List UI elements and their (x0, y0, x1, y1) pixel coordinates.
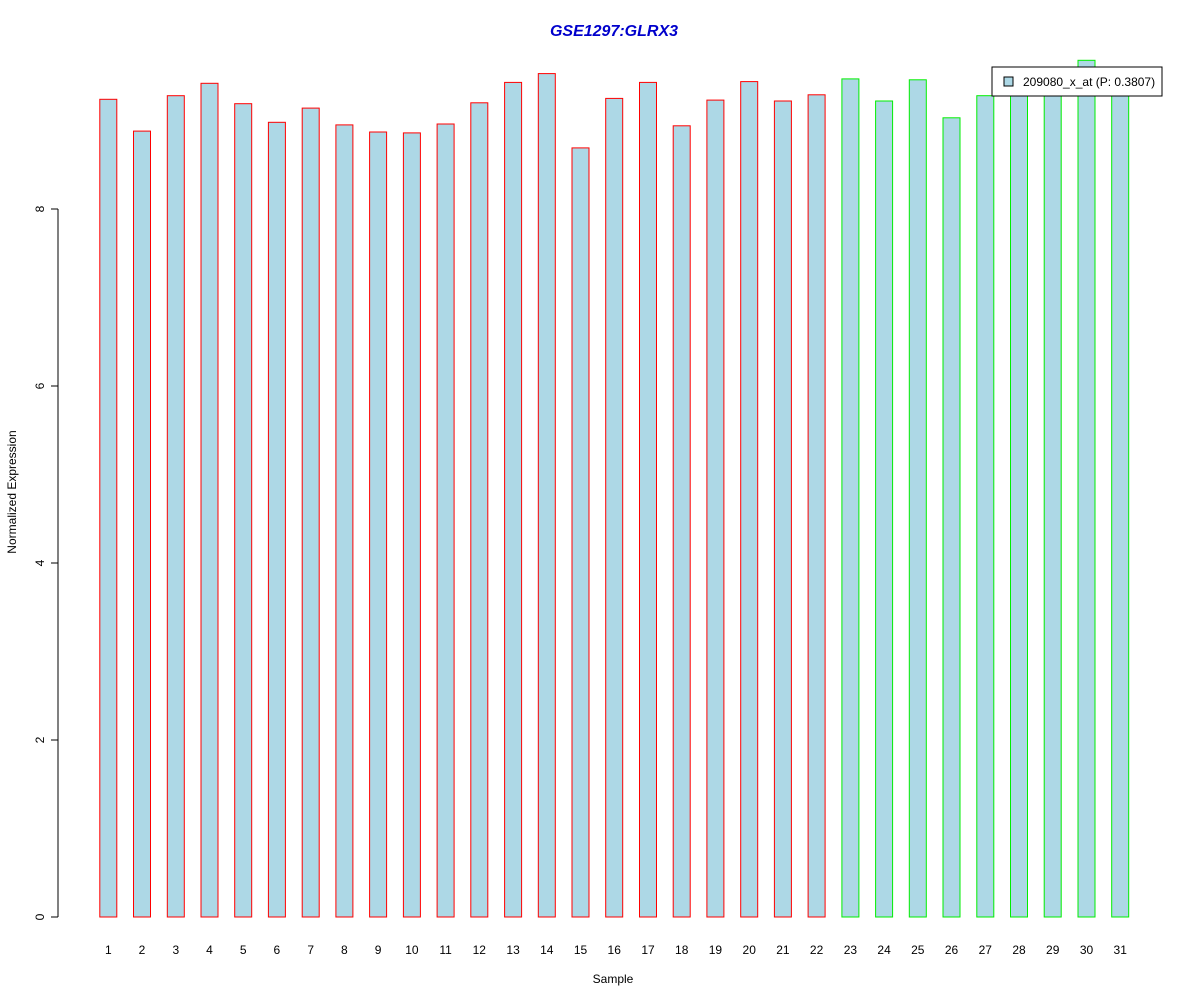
bar (706, 99, 725, 918)
x-tick-label: 5 (240, 943, 247, 957)
bar (133, 130, 151, 918)
bar (99, 98, 118, 918)
bar (672, 125, 691, 918)
x-tick-label: 29 (1046, 943, 1060, 957)
x-tick-label: 20 (743, 943, 757, 957)
legend: 209080_x_at (P: 0.3807) (991, 66, 1163, 97)
x-tick-label: 3 (172, 943, 179, 957)
bar (976, 95, 995, 918)
x-tick-label: 7 (307, 943, 314, 957)
bar (639, 81, 657, 918)
bar (942, 117, 961, 918)
legend-box (991, 66, 1163, 97)
bar (1077, 59, 1096, 918)
bar (807, 94, 826, 918)
bar (1043, 85, 1062, 918)
chart-title: GSE1297:GLRX3 (550, 23, 678, 40)
x-tick-label: 25 (911, 943, 925, 957)
y-tick-label: 6 (33, 382, 47, 389)
bar (537, 73, 556, 918)
x-tick-label: 6 (274, 943, 281, 957)
y-tick-label: 2 (33, 736, 47, 743)
x-tick-label: 4 (206, 943, 213, 957)
x-tick-label: 21 (776, 943, 790, 957)
bar (402, 132, 421, 918)
x-tick-label: 18 (675, 943, 689, 957)
y-axis-label: Normalized Expression (5, 430, 19, 553)
bars (99, 59, 1130, 918)
bar (166, 95, 185, 918)
bar (908, 79, 927, 918)
bar (605, 97, 624, 918)
x-axis-label: Sample (593, 972, 634, 986)
bar (504, 81, 523, 918)
x-tick-label: 19 (709, 943, 723, 957)
bar (1111, 84, 1130, 918)
y-tick-label: 4 (33, 559, 47, 566)
bar (571, 147, 590, 918)
x-tick-label: 27 (979, 943, 993, 957)
y-tick-label: 0 (33, 913, 47, 920)
x-tick-label: 22 (810, 943, 824, 957)
bar (200, 82, 219, 918)
x-tick-label: 17 (641, 943, 655, 957)
x-tick-label: 11 (439, 943, 452, 957)
x-tick-label: 23 (844, 943, 858, 957)
x-tick-label: 1 (105, 943, 112, 957)
bar (875, 100, 894, 918)
y-axis: 0 2 4 6 8 (33, 205, 59, 920)
x-tick-label: 15 (574, 943, 588, 957)
x-tick-label: 2 (139, 943, 146, 957)
bar (1010, 90, 1028, 918)
x-tick-label: 10 (405, 943, 419, 957)
bar (773, 100, 792, 918)
bar (740, 81, 759, 918)
y-tick-label: 8 (33, 205, 47, 212)
x-tick-label: 24 (877, 943, 891, 957)
bar (470, 102, 489, 918)
x-tick-label: 28 (1012, 943, 1026, 957)
bar (234, 103, 253, 918)
x-tick-label: 26 (945, 943, 959, 957)
x-tick-label: 30 (1080, 943, 1094, 957)
bar (369, 131, 388, 918)
bar (335, 124, 354, 918)
x-tick-label: 31 (1114, 943, 1128, 957)
x-tick-label: 16 (608, 943, 622, 957)
bar (267, 121, 286, 918)
legend-swatch (1003, 76, 1014, 87)
bar (841, 78, 860, 918)
x-tick-labels: 1 2 3 4 5 6 7 8 9 10 11 12 13 14 15 16 17 18 19 20 21 22 23 24 2… (105, 943, 1127, 957)
x-tick-label: 8 (341, 943, 348, 957)
x-tick-label: 14 (540, 943, 554, 957)
bar (301, 107, 320, 918)
x-tick-label: 13 (506, 943, 520, 957)
x-tick-label: 9 (375, 943, 382, 957)
x-tick-label: 12 (473, 943, 487, 957)
bar (436, 123, 455, 918)
legend-label: 209080_x_at (P: 0.3807) (1023, 75, 1155, 89)
